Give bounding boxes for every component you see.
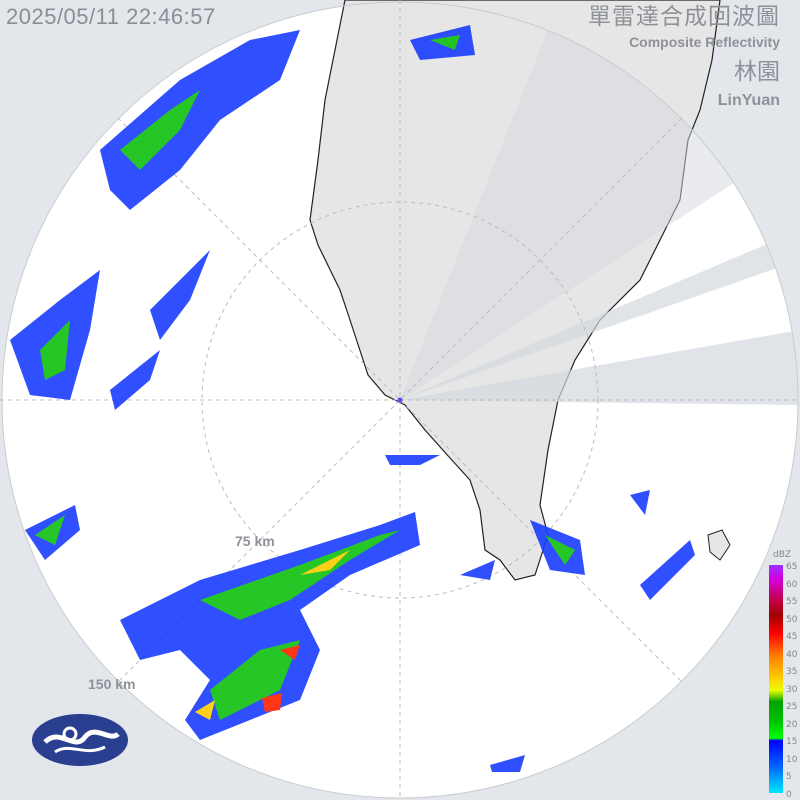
cwa-logo xyxy=(32,714,128,766)
legend-tick: 50 xyxy=(786,614,798,625)
echo-sw-core xyxy=(300,550,350,575)
legend-tick: 55 xyxy=(786,597,798,607)
legend-tick: 5 xyxy=(786,772,792,782)
legend-unit: dBZ xyxy=(773,550,792,560)
echo-w-core xyxy=(40,320,70,380)
legend-tick: 25 xyxy=(786,702,798,712)
echo xyxy=(280,645,300,660)
legend-tick: 35 xyxy=(786,667,798,677)
legend-tick: 45 xyxy=(786,632,798,642)
title-en: Composite Reflectivity xyxy=(629,34,780,50)
echo-nw-core xyxy=(120,90,200,170)
range-label-75: 75 km xyxy=(235,533,275,549)
echo-sw-band xyxy=(120,512,420,740)
echo xyxy=(262,693,282,712)
legend-color-bar xyxy=(769,565,783,793)
legend-tick: 15 xyxy=(786,737,798,747)
echo xyxy=(110,350,160,410)
echoes xyxy=(10,25,695,772)
echo xyxy=(545,535,575,565)
echo-n-core xyxy=(430,35,460,50)
legend-tick: 20 xyxy=(786,719,798,730)
legend-tick: 60 xyxy=(786,579,798,590)
station-en: LinYuan xyxy=(717,92,780,109)
legend-tick: 10 xyxy=(786,754,798,765)
echo xyxy=(460,560,495,580)
echo xyxy=(35,515,65,545)
echo xyxy=(640,540,695,600)
range-label-150: 150 km xyxy=(88,676,136,692)
echo xyxy=(630,490,650,515)
echo xyxy=(195,700,215,720)
station-zh: 林園 xyxy=(734,59,780,85)
legend-tick: 65 xyxy=(786,562,798,572)
echo xyxy=(210,640,300,720)
legend-tick: 40 xyxy=(786,649,798,660)
land-islet xyxy=(707,529,731,561)
timestamp: 2025/05/11 22:46:57 xyxy=(6,4,216,29)
radar-site-marker xyxy=(397,397,403,403)
legend-tick: 30 xyxy=(786,684,798,695)
echo-nw xyxy=(100,30,300,210)
legend-tick: 0 xyxy=(786,789,792,800)
echo xyxy=(150,250,210,340)
title-zh: 單雷達合成回波圖 xyxy=(588,4,780,30)
echo xyxy=(385,455,440,465)
echo xyxy=(490,755,525,772)
